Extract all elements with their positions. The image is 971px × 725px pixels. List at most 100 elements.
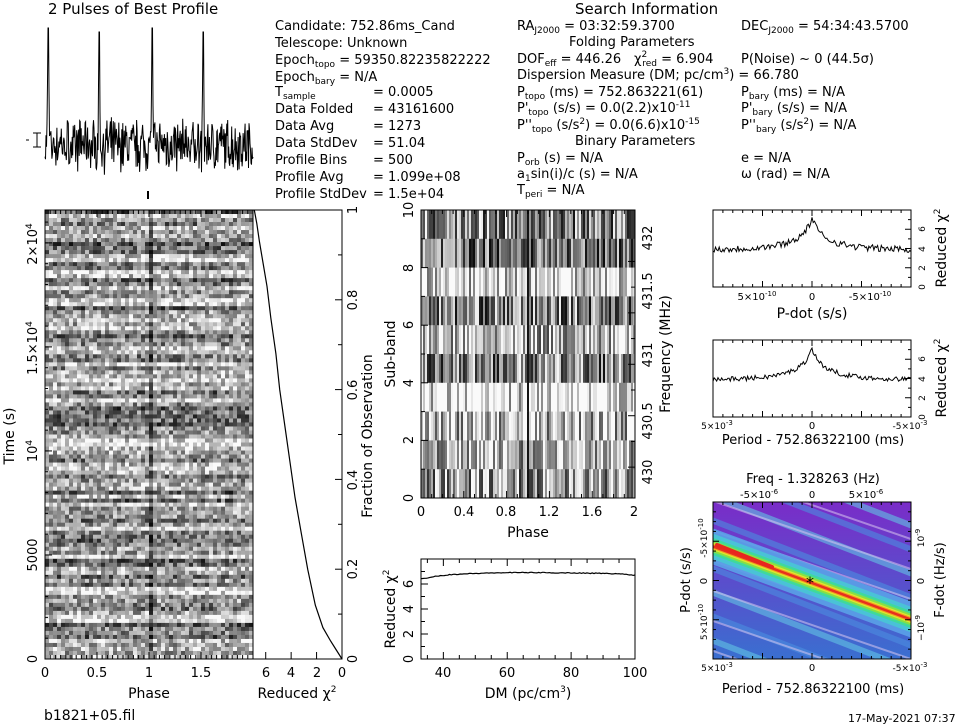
time-phase-cell: [197, 538, 202, 544]
time-phase-cell: [125, 550, 130, 556]
time-phase-cell: [241, 234, 246, 239]
time-phase-cell: [181, 382, 186, 387]
time-phase-cell: [73, 210, 78, 215]
time-phase-cell: [105, 550, 110, 556]
time-phase-cell: [205, 586, 210, 592]
time-phase-cell: [133, 562, 138, 568]
time-phase-cell: [125, 534, 130, 540]
time-phase-cell: [185, 534, 190, 540]
time-phase-cell: [149, 250, 154, 255]
time-phase-cell: [57, 374, 62, 379]
time-phase-cell: [133, 442, 138, 447]
time-phase-cell: [185, 330, 190, 335]
time-phase-cell: [113, 446, 118, 451]
time-phase-cell: [97, 342, 102, 347]
time-phase-cell: [189, 478, 194, 483]
time-phase-cell: [149, 486, 154, 491]
time-phase-cell: [189, 282, 194, 287]
time-phase-cell: [129, 522, 134, 528]
time-phase-cell: [189, 410, 194, 415]
time-phase-cell: [117, 426, 122, 431]
time-phase-cell: [185, 470, 190, 475]
time-phase-cell: [197, 470, 202, 475]
time-phase-cell: [121, 290, 126, 295]
time-phase-cell: [65, 358, 70, 363]
time-phase-cell: [73, 446, 78, 451]
time-phase-cell: [213, 434, 218, 439]
time-phase-cell: [193, 402, 198, 407]
tperi-line: Tperi = N/A: [516, 183, 585, 200]
time-phase-cell: [201, 414, 206, 419]
time-phase-cell: [177, 578, 182, 584]
time-phase-cell: [225, 486, 230, 491]
time-phase-cell: [133, 302, 138, 307]
time-phase-cell: [181, 394, 186, 399]
time-phase-cell: [169, 418, 174, 423]
time-phase-cell: [125, 294, 130, 299]
time-phase-cell: [137, 214, 142, 219]
time-phase-cell: [157, 314, 162, 319]
time-phase-cell: [217, 298, 222, 303]
time-phase-cell: [133, 342, 138, 347]
time-phase-cell: [165, 246, 170, 251]
time-phase-cell: [65, 306, 70, 311]
time-phase-cell: [101, 238, 106, 243]
time-phase-cell: [157, 306, 162, 311]
time-phase-cell: [213, 334, 218, 339]
time-phase-cell: [125, 382, 130, 387]
time-phase-cell: [189, 218, 194, 223]
time-phase-cell: [161, 386, 166, 391]
time-phase-cell: [81, 442, 86, 447]
time-phase-cell: [117, 346, 122, 351]
time-phase-cell: [125, 478, 130, 483]
time-phase-cell: [249, 262, 254, 267]
time-phase-cell: [101, 390, 106, 395]
time-phase-cell: [85, 390, 90, 395]
time-phase-cell: [49, 366, 54, 371]
time-phase-cell: [45, 590, 50, 596]
time-phase-cell: [245, 262, 250, 267]
time-phase-cell: [45, 574, 50, 580]
time-phase-cell: [173, 374, 178, 379]
time-phase-cell: [157, 482, 162, 487]
time-phase-cell: [73, 270, 78, 275]
time-phase-cell: [117, 294, 122, 299]
time-phase-cell: [133, 382, 138, 387]
time-phase-cell: [49, 294, 54, 299]
time-phase-cell: [101, 318, 106, 323]
time-phase-cell: [169, 238, 174, 243]
time-phase-cell: [81, 410, 86, 415]
time-phase-cell: [129, 262, 134, 267]
time-phase-cell: [209, 566, 214, 572]
time-phase-cell: [161, 406, 166, 411]
time-phase-cell: [69, 266, 74, 271]
time-phase-cell: [241, 394, 246, 399]
time-phase-cell: [93, 330, 98, 335]
time-phase-cell: [209, 298, 214, 303]
time-phase-cell: [105, 570, 110, 576]
time-phase-cell: [89, 574, 94, 580]
time-phase-cell: [85, 502, 90, 507]
time-phase-cell: [173, 350, 178, 355]
time-phase-cell: [217, 546, 222, 552]
time-phase-cell: [113, 266, 118, 271]
time-phase-cell: [165, 574, 170, 580]
time-phase-cell: [241, 314, 246, 319]
time-phase-cell: [241, 478, 246, 483]
time-phase-cell: [141, 406, 146, 411]
time-phase-cell: [137, 378, 142, 383]
time-phase-cell: [245, 266, 250, 271]
time-phase-cell: [145, 294, 150, 299]
time-phase-cell: [221, 410, 226, 415]
time-phase-cell: [237, 578, 242, 584]
time-phase-cell: [161, 234, 166, 239]
time-phase-cell: [201, 454, 206, 459]
time-phase-cell: [237, 454, 242, 459]
time-phase-cell: [157, 366, 162, 371]
time-phase-cell: [65, 302, 70, 307]
chi-red-line: χ2 red = 6.904: [634, 50, 713, 69]
time-phase-cell: [61, 370, 66, 375]
time-phase-cell: [77, 318, 82, 323]
time-phase-cell: [229, 582, 234, 588]
time-phase-cell: [117, 410, 122, 415]
